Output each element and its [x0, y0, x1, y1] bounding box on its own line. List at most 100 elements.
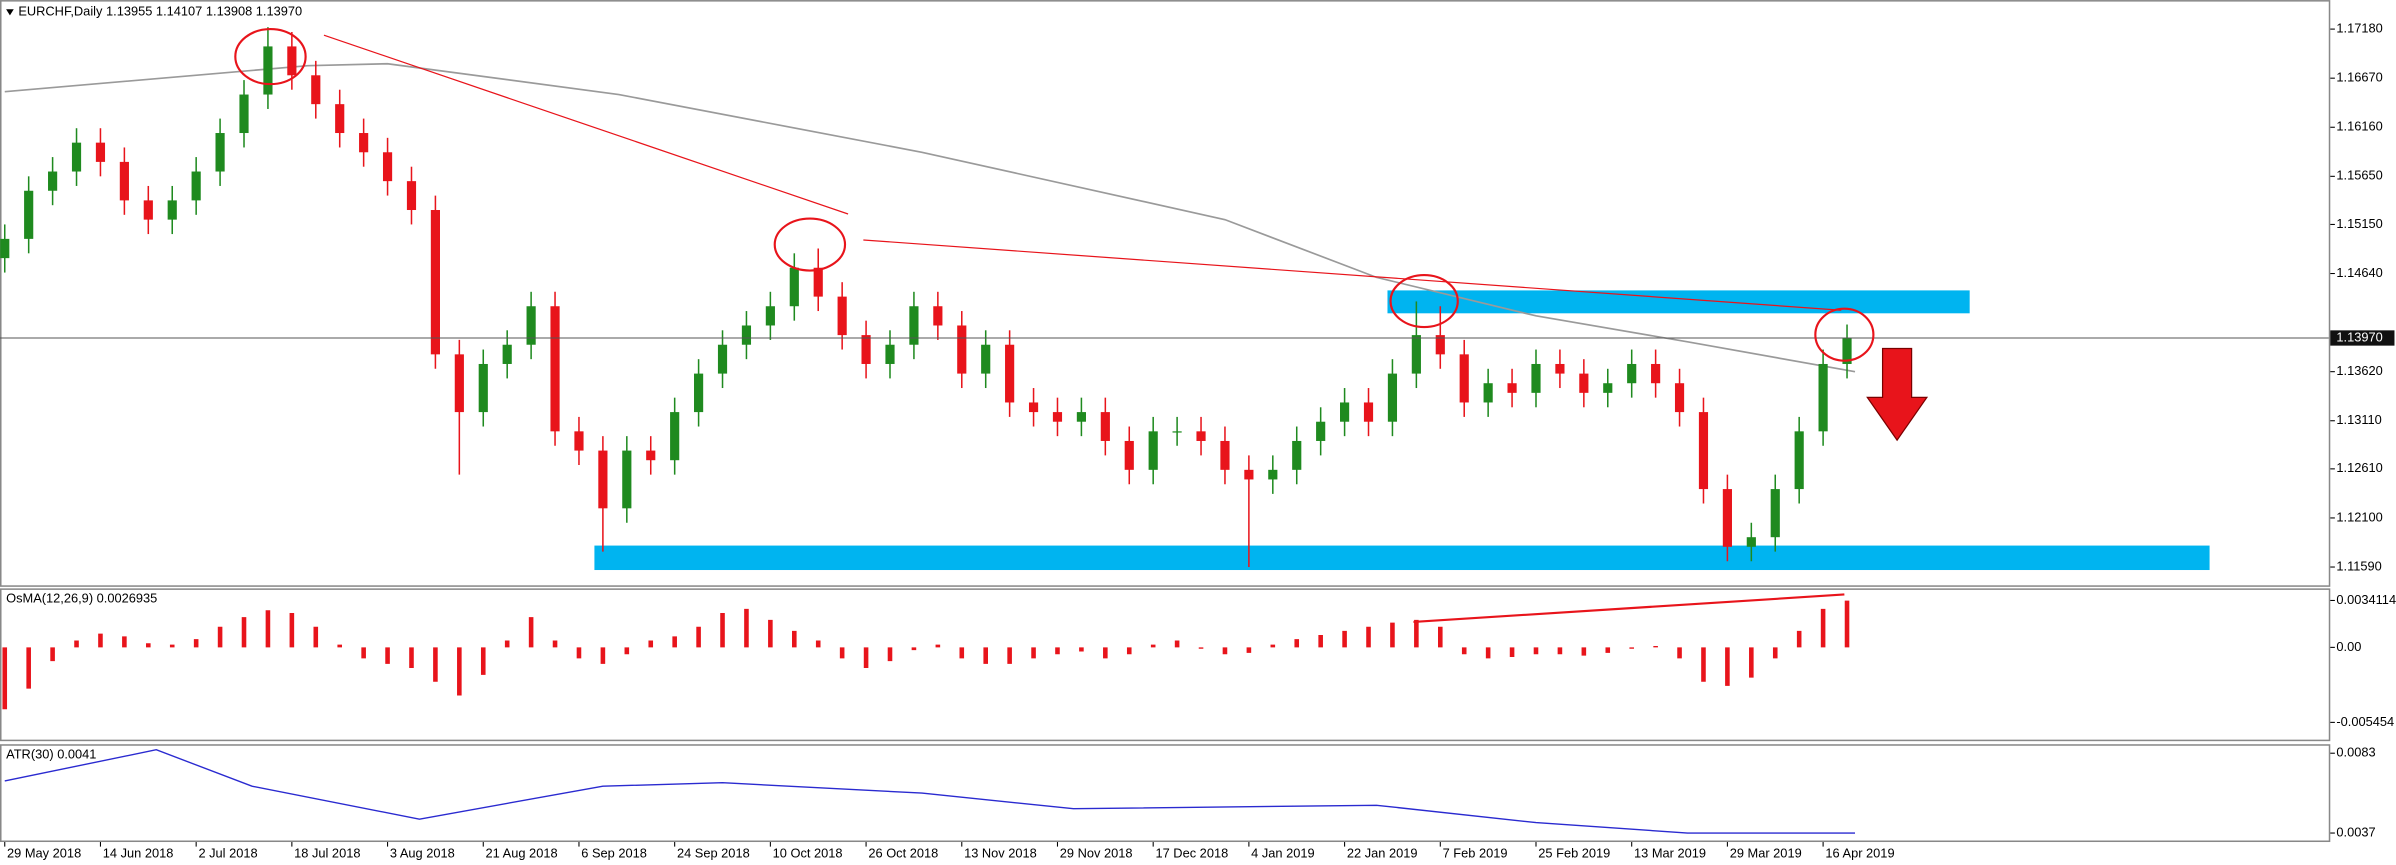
histogram-bar — [1485, 647, 1491, 659]
histogram-bar — [1533, 647, 1539, 655]
candle-body — [550, 306, 560, 432]
candle-body — [813, 267, 823, 297]
candle-body — [1555, 363, 1565, 374]
candle-body — [1316, 421, 1326, 441]
main-pane — [0, 0, 2331, 587]
y-tick-label: -0.005454 — [2336, 714, 2394, 729]
support-zone — [594, 545, 2210, 571]
menu-triangle — [6, 9, 14, 16]
candle-body — [1220, 440, 1230, 470]
candle-body — [1579, 373, 1589, 393]
y-tick-label: 1.17180 — [2336, 20, 2382, 35]
histogram-bar — [1629, 647, 1634, 649]
histogram-bar — [193, 639, 199, 648]
x-tick-label: 29 Nov 2018 — [1060, 846, 1133, 861]
candle-body — [1363, 402, 1374, 422]
histogram-bar — [98, 633, 103, 648]
histogram-bar — [1605, 647, 1611, 653]
histogram-bar — [1079, 647, 1084, 652]
candle-body — [48, 171, 58, 191]
candle-body — [143, 200, 153, 220]
histogram-bar — [528, 617, 534, 648]
histogram-bar — [744, 608, 749, 648]
down-arrow — [1866, 347, 1929, 442]
candle-body — [287, 46, 297, 76]
y-tick-label: 1.15650 — [2336, 168, 2382, 183]
y-tick-label: 1.13110 — [2336, 412, 2381, 427]
candle-body — [1244, 469, 1254, 480]
histogram-bar — [839, 647, 845, 659]
histogram-bar — [457, 647, 462, 696]
histogram-bar — [313, 626, 319, 648]
histogram-bar — [1390, 622, 1395, 648]
x-tick-label: 26 Oct 2018 — [868, 846, 938, 861]
y-tick-label: 0.0034114 — [2336, 592, 2396, 607]
candle-body — [1292, 440, 1302, 470]
histogram-bar — [169, 644, 175, 648]
histogram-bar — [1749, 647, 1754, 678]
histogram-bar — [983, 647, 988, 664]
y-tick-label: 0.0083 — [2336, 745, 2375, 760]
histogram-bar — [1581, 647, 1587, 656]
histogram-bar — [1366, 626, 1371, 648]
y-tick-label: 1.12100 — [2336, 509, 2382, 524]
candle-body — [1196, 431, 1206, 441]
candle-body — [1124, 440, 1134, 470]
histogram-bar — [552, 640, 558, 648]
candle-body — [1100, 412, 1110, 441]
highlight-circle — [1814, 307, 1875, 362]
y-tick-label: 1.11590 — [2336, 558, 2381, 573]
histogram-bar — [1198, 647, 1204, 649]
candle-body — [1842, 337, 1852, 364]
histogram-bar — [1820, 608, 1826, 648]
candle-body — [1028, 402, 1039, 413]
candle-body — [694, 373, 704, 413]
candle-body — [1387, 373, 1398, 422]
candle-body — [861, 335, 871, 364]
x-tick-label: 10 Oct 2018 — [773, 846, 843, 861]
candle-body — [478, 363, 488, 413]
x-tick-label: 18 Jul 2018 — [294, 846, 360, 861]
x-tick-label: 29 Mar 2019 — [1730, 846, 1802, 861]
candle-body — [1005, 344, 1015, 403]
zones — [594, 290, 2210, 571]
histogram-bar — [1318, 634, 1323, 648]
candle-body — [191, 171, 201, 201]
candle-body — [670, 412, 680, 461]
y-tick-label: 1.12610 — [2336, 460, 2382, 475]
trend-line — [323, 34, 849, 215]
x-tick-label: 3 Aug 2018 — [390, 846, 455, 861]
histogram-bar — [720, 612, 725, 648]
candle-body — [311, 75, 321, 105]
x-tick-label: 7 Feb 2019 — [1443, 846, 1508, 861]
trend-line — [863, 239, 1842, 311]
x-tick-label: 24 Sep 2018 — [677, 846, 750, 861]
x-tick-label: 16 Apr 2019 — [1825, 846, 1894, 861]
histogram-bar — [1701, 647, 1706, 682]
histogram-bar — [241, 617, 247, 648]
histogram-bar — [361, 647, 366, 659]
histogram-bar — [1007, 647, 1012, 664]
candle-body — [981, 344, 991, 374]
histogram-bar — [217, 626, 223, 648]
candle-body — [1770, 489, 1780, 538]
candle-body — [1651, 363, 1661, 384]
osma-pane — [0, 588, 2331, 742]
candle-body — [1268, 469, 1278, 480]
histogram-bar — [1461, 647, 1467, 655]
y-tick-label: 1.16160 — [2336, 119, 2382, 134]
candle-body — [1698, 412, 1709, 490]
x-tick-label: 2 Jul 2018 — [198, 846, 257, 861]
histogram-bar — [1653, 646, 1658, 648]
candle-body — [1459, 354, 1469, 403]
candle-body — [71, 142, 82, 172]
histogram-bar — [289, 612, 295, 648]
histogram-bar — [768, 619, 773, 648]
candle-body — [717, 344, 728, 374]
indicator-line — [4, 749, 1856, 834]
candle-body — [1722, 489, 1732, 547]
histogram-bar — [648, 640, 654, 648]
moving-average — [4, 62, 1856, 373]
y-tick-label: 1.16670 — [2336, 70, 2382, 85]
candle-body — [741, 325, 752, 345]
